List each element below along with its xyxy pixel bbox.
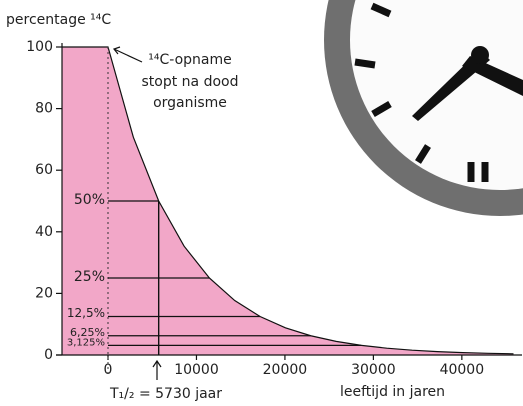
annotation: stopt na dood bbox=[142, 74, 239, 90]
chart: percentage ¹⁴C leeftijd in jaren ¹⁴C-opn… bbox=[0, 0, 523, 406]
x-tick-label: 0 bbox=[104, 362, 113, 378]
level-label: 12,5% bbox=[67, 306, 105, 320]
x-axis-label: leeftijd in jaren bbox=[340, 384, 445, 400]
x-tick-label: 40000 bbox=[440, 362, 485, 378]
annotation: organisme bbox=[153, 95, 227, 111]
x-tick-label: 30000 bbox=[351, 362, 396, 378]
y-tick-label: 100 bbox=[26, 39, 53, 55]
level-label: 50% bbox=[74, 192, 105, 208]
level-label: 25% bbox=[74, 269, 105, 285]
y-axis-label: percentage ¹⁴C bbox=[6, 12, 111, 28]
y-tick-label: 80 bbox=[35, 101, 53, 117]
y-tick-label: 60 bbox=[35, 162, 53, 178]
y-tick-label: 0 bbox=[44, 347, 53, 363]
clock-hub bbox=[471, 46, 489, 64]
x-tick-label: 20000 bbox=[263, 362, 308, 378]
annotation: ¹⁴C-opname bbox=[148, 52, 231, 68]
clock bbox=[324, 0, 523, 216]
y-tick-label: 40 bbox=[35, 224, 53, 240]
level-label: 3,125% bbox=[67, 337, 105, 348]
y-tick-label: 20 bbox=[35, 285, 53, 301]
x-tick-label: 10000 bbox=[174, 362, 219, 378]
half-life-label: T₁/₂ = 5730 jaar bbox=[109, 386, 222, 402]
